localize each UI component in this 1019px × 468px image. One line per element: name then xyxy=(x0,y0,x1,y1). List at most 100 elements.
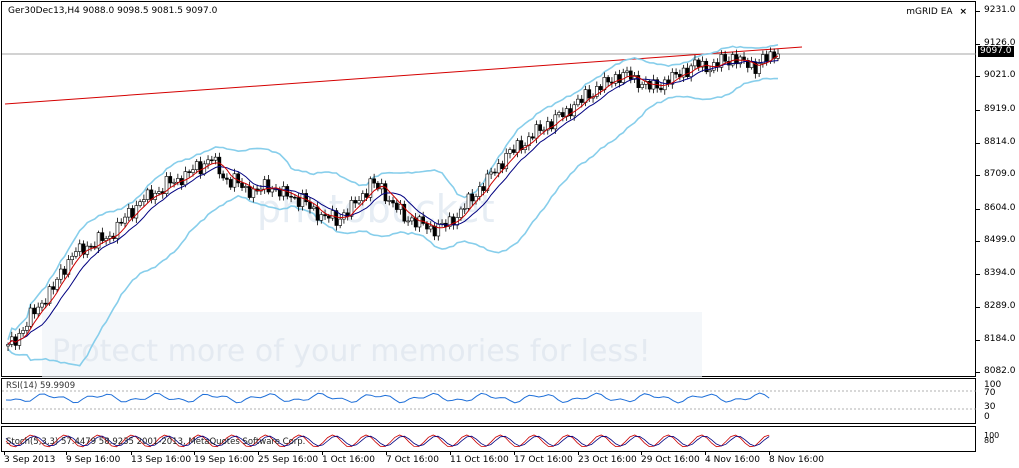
candle xyxy=(364,193,369,198)
candle xyxy=(55,278,59,290)
candle xyxy=(478,186,482,197)
candle xyxy=(530,136,535,139)
lower-band xyxy=(7,77,779,367)
candle xyxy=(123,216,127,224)
candle xyxy=(210,159,214,162)
candle xyxy=(504,153,509,170)
candle xyxy=(425,223,429,230)
candle xyxy=(228,179,233,188)
price-label: 8184.0 xyxy=(984,334,1016,344)
candle xyxy=(142,199,146,203)
candle xyxy=(6,344,10,347)
candle xyxy=(568,108,573,117)
rsi-level: 0 xyxy=(984,412,990,422)
stochastic-pane[interactable]: Stoch(5,3,3) 57.4479 58.9235 2001-2013, … xyxy=(1,426,976,452)
candle xyxy=(236,173,241,184)
time-label: 23 Oct 16:00 xyxy=(578,455,637,465)
candle xyxy=(36,306,40,315)
candle xyxy=(636,75,641,88)
rsi-axis: 100 70 30 0 xyxy=(976,378,1019,424)
rsi-level: 100 xyxy=(984,380,1002,390)
price-label: 8082.0 xyxy=(984,366,1016,376)
candle xyxy=(100,232,105,241)
close-ea-icon[interactable]: × xyxy=(959,7,967,17)
candle xyxy=(647,80,652,90)
candle xyxy=(323,214,327,217)
candle xyxy=(311,206,316,209)
candle xyxy=(383,183,388,202)
candle xyxy=(761,54,765,64)
fast-ma-line xyxy=(7,55,779,345)
candle xyxy=(485,173,490,191)
candle xyxy=(25,325,29,331)
stoch-level: 80 xyxy=(984,436,995,445)
candle xyxy=(191,169,195,173)
candle xyxy=(330,210,335,219)
rsi-label: RSI(14) 59.9909 xyxy=(6,381,76,391)
stoch-main-line xyxy=(5,434,770,448)
candle xyxy=(327,215,331,219)
time-label: 29 Oct 16:00 xyxy=(641,455,700,465)
candle xyxy=(134,205,139,219)
candle xyxy=(549,121,554,130)
price-label: 8919.0 xyxy=(984,104,1016,114)
candle xyxy=(138,201,142,206)
candle xyxy=(232,173,237,188)
candle xyxy=(417,216,422,228)
candle xyxy=(213,156,218,161)
candle xyxy=(293,196,297,199)
candle xyxy=(421,216,425,224)
candle xyxy=(496,163,501,174)
candle xyxy=(315,206,320,221)
candle xyxy=(394,202,399,210)
stochastic-axis: 100 80 xyxy=(976,426,1019,452)
candle xyxy=(459,208,463,218)
candle xyxy=(598,86,603,91)
symbol-info: Ger30Dec13,H4 9088.0 9098.5 9081.5 9097.… xyxy=(8,6,218,16)
candle xyxy=(493,171,497,174)
candle xyxy=(176,178,180,183)
candle xyxy=(40,302,44,308)
candle xyxy=(617,74,622,83)
candle xyxy=(296,197,301,207)
candle xyxy=(515,140,520,153)
candle xyxy=(708,69,712,73)
main-chart-pane[interactable]: photobucket Protect more of your memorie… xyxy=(1,1,977,380)
candle xyxy=(602,77,607,91)
price-label: 8604.0 xyxy=(984,203,1016,213)
candle xyxy=(462,208,467,210)
candle xyxy=(693,59,697,67)
upper-band xyxy=(7,44,779,340)
candle xyxy=(157,191,161,194)
time-label: 25 Sep 16:00 xyxy=(258,455,319,465)
candle xyxy=(32,307,37,315)
candle xyxy=(77,243,82,252)
time-label: 17 Oct 16:00 xyxy=(514,455,573,465)
candle xyxy=(500,163,505,170)
candle xyxy=(447,216,452,227)
candle xyxy=(583,89,588,103)
candle xyxy=(43,302,48,305)
candle xyxy=(674,71,678,75)
price-label: 8814.0 xyxy=(984,137,1016,147)
candle xyxy=(21,330,25,334)
rsi-pane[interactable]: RSI(14) 59.9909 xyxy=(1,378,977,424)
stoch-signal-line xyxy=(5,435,770,447)
candle xyxy=(59,268,63,280)
candle xyxy=(126,208,131,218)
stoch-level: 100 xyxy=(984,431,1000,440)
candle xyxy=(104,238,108,241)
candle xyxy=(670,71,675,85)
candle xyxy=(247,186,252,198)
candle xyxy=(368,178,373,198)
candle xyxy=(74,251,78,257)
candle xyxy=(81,243,86,255)
candle xyxy=(625,70,629,73)
candle xyxy=(387,200,392,202)
rsi-level: 30 xyxy=(984,402,996,412)
ea-label: mGRID EA × xyxy=(906,7,967,17)
candle xyxy=(595,86,599,97)
candle xyxy=(217,156,222,175)
candle xyxy=(628,70,633,80)
candle xyxy=(119,221,124,224)
